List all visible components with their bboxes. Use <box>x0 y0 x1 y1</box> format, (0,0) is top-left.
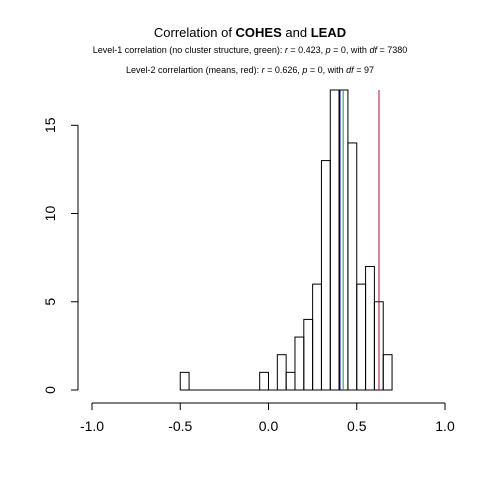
x-tick-label: -0.5 <box>168 418 192 434</box>
x-tick-label: 0.5 <box>347 418 367 434</box>
sub2-r-symbol: r <box>261 65 265 75</box>
histogram-bar <box>320 160 331 391</box>
histogram-bar <box>329 89 340 391</box>
x-tick-label: 1.0 <box>435 418 455 434</box>
histogram-bar <box>285 371 296 391</box>
title-var2: LEAD <box>310 25 347 40</box>
histogram-bar <box>347 142 358 391</box>
sub2-r-text: = 0.626, <box>264 65 303 75</box>
x-tick-label: -1.0 <box>80 418 104 434</box>
histogram-bar <box>382 354 393 391</box>
sub2-p-text: = 0, with <box>307 65 347 75</box>
sub1-r-symbol: r <box>284 45 288 55</box>
sub1-df-text: = 7380 <box>376 45 408 55</box>
chart-subtitle-level1: Level-1 correlation (no cluster structur… <box>0 45 500 55</box>
histogram-bar <box>356 283 367 391</box>
title-var1: COHES <box>235 25 282 40</box>
y-tick-label: 5 <box>42 298 58 306</box>
y-tick-label: 10 <box>42 206 58 222</box>
y-tick-label: 15 <box>42 117 58 133</box>
histogram-bar <box>259 371 269 391</box>
sub1-r-text: = 0.423, <box>287 45 326 55</box>
y-tick-label: 0 <box>42 386 58 394</box>
x-tick-label: 0.0 <box>259 418 279 434</box>
chart-title: Correlation of COHES and LEAD <box>0 25 500 40</box>
sub1-p-symbol: p <box>325 45 331 55</box>
title-mid: and <box>281 25 311 40</box>
chart-subtitle-level2: Level-2 correlartion (means, red): r = 0… <box>0 65 500 75</box>
histogram-bar <box>276 354 287 391</box>
histogram-bar <box>312 283 322 391</box>
sub1-df-symbol: df <box>369 45 377 55</box>
histogram-bar <box>303 318 314 391</box>
sub2-df-symbol: df <box>346 65 354 75</box>
sub2-prefix: Level-2 correlartion (means, red): <box>126 65 262 75</box>
title-prefix: Correlation of <box>153 25 236 40</box>
histogram-bar <box>294 336 305 391</box>
sub1-prefix: Level-1 correlation (no cluster structur… <box>92 45 285 55</box>
sub2-p-symbol: p <box>302 65 308 75</box>
histogram-bar <box>365 265 375 391</box>
histogram-bar <box>179 371 190 391</box>
sub2-df-text: = 97 <box>353 65 374 75</box>
sub1-p-text: = 0, with <box>330 45 370 55</box>
